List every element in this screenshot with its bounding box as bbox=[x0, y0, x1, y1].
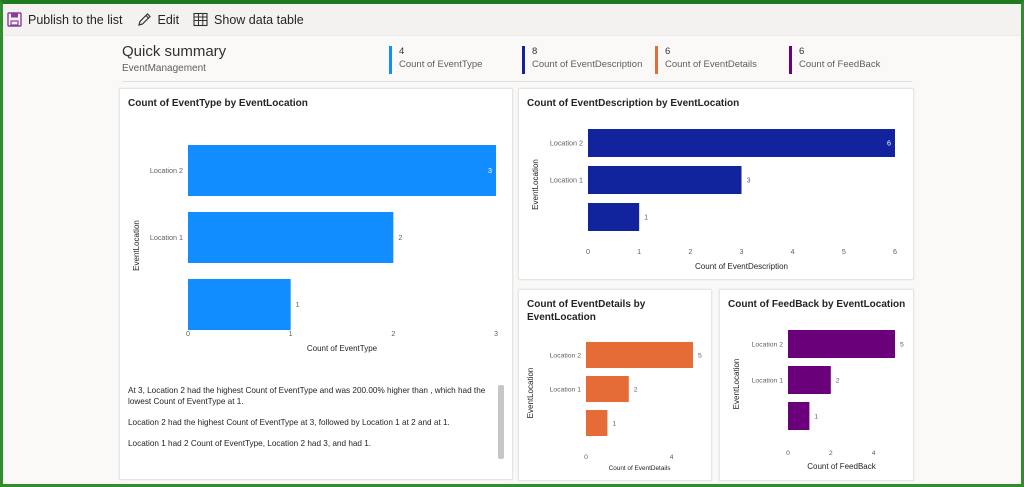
x-tick-label: 4 bbox=[872, 450, 876, 457]
chart-card-eventtype[interactable]: Count of EventType by EventLocation 0 1 2 3… bbox=[119, 88, 513, 480]
x-axis-title: Count of EventDescription bbox=[695, 262, 788, 271]
kpi-value: 4 bbox=[399, 46, 405, 57]
x-axis-title: Count of EventType bbox=[307, 344, 378, 353]
kpi-feedback: 6 Count of FeedBack bbox=[789, 46, 880, 74]
narrative-paragraph: Location 2 had the highest Count of Even… bbox=[128, 418, 450, 427]
toolbar: Publish to the list Edit Show data table bbox=[3, 4, 1021, 36]
y-axis-title: EventLocation bbox=[526, 368, 535, 419]
bar bbox=[788, 402, 810, 430]
data-label: 2 bbox=[398, 233, 402, 242]
chart-card-eventdetails[interactable]: Count of EventDetails by EventLocation 0… bbox=[518, 289, 712, 481]
x-tick-label: 0 bbox=[186, 329, 190, 338]
x-tick-label: 3 bbox=[740, 247, 744, 256]
x-tick-label: 1 bbox=[637, 247, 641, 256]
y-category-label: Location 1 bbox=[550, 387, 582, 394]
data-label: 1 bbox=[814, 414, 818, 421]
kpi-value: 6 bbox=[665, 46, 671, 57]
save-icon bbox=[7, 12, 22, 27]
narrative-scrollbar[interactable] bbox=[498, 385, 504, 459]
x-tick-label: 2 bbox=[688, 247, 692, 256]
data-label: 1 bbox=[296, 300, 300, 309]
chart-eventtype[interactable]: 0 1 2 3 Location 2 3 Location 1 2 1 Count of Even… bbox=[120, 89, 514, 379]
data-label: 1 bbox=[612, 421, 616, 428]
x-tick-label: 6 bbox=[893, 247, 897, 256]
y-axis-title: EventLocation bbox=[132, 220, 141, 271]
bar bbox=[588, 129, 895, 157]
x-tick-label: 4 bbox=[670, 454, 674, 461]
kpi-value: 8 bbox=[532, 46, 538, 57]
x-tick-label: 1 bbox=[289, 329, 293, 338]
report-canvas: Quick summary EventManagement 4 Count of… bbox=[3, 36, 1021, 484]
narrative-paragraph: At 3, Location 2 had the highest Count o… bbox=[128, 386, 486, 406]
show-data-table-label: Show data table bbox=[214, 12, 304, 27]
bar bbox=[588, 166, 742, 194]
x-tick-label: 2 bbox=[829, 450, 833, 457]
kpi-label: Count of EventDetails bbox=[665, 59, 757, 70]
summary-title: Quick summary bbox=[122, 43, 227, 60]
data-label: 5 bbox=[698, 353, 702, 360]
summary-divider bbox=[122, 81, 912, 82]
x-tick-label: 0 bbox=[586, 247, 590, 256]
y-category-label: Location 1 bbox=[752, 378, 784, 385]
x-tick-label: 0 bbox=[584, 454, 588, 461]
bar bbox=[188, 145, 496, 196]
kpi-value: 6 bbox=[799, 46, 805, 57]
bar bbox=[586, 410, 608, 436]
y-axis-title: EventLocation bbox=[732, 359, 741, 410]
y-axis-title: EventLocation bbox=[531, 159, 540, 210]
chart-card-eventdescription[interactable]: Count of EventDescription by EventLocati… bbox=[518, 88, 914, 280]
data-label: 1 bbox=[644, 213, 648, 222]
chart-eventdescription[interactable]: 0 1 2 3 4 5 6 Location 2 6 Location 1 3 1 Count of E… bbox=[519, 89, 915, 281]
data-label: 6 bbox=[887, 139, 891, 148]
bar bbox=[788, 330, 895, 358]
data-label: 3 bbox=[747, 176, 751, 185]
edit-label: Edit bbox=[157, 12, 180, 27]
chart-title: Count of EventType by EventLocation bbox=[128, 98, 308, 109]
bar bbox=[188, 279, 291, 330]
smart-narrative: At 3, Location 2 had the highest Count o… bbox=[128, 385, 490, 459]
y-category-label: Location 2 bbox=[752, 342, 784, 349]
publish-label: Publish to the list bbox=[28, 12, 123, 27]
show-data-table-button[interactable]: Show data table bbox=[193, 12, 304, 27]
edit-button[interactable]: Edit bbox=[137, 12, 180, 27]
y-category-label: Location 2 bbox=[550, 353, 582, 360]
summary-subtitle: EventManagement bbox=[122, 63, 206, 74]
data-label: 2 bbox=[836, 378, 840, 385]
x-tick-label: 2 bbox=[391, 329, 395, 338]
data-label: 2 bbox=[634, 387, 638, 394]
bar bbox=[586, 376, 629, 402]
kpi-eventdescription: 8 Count of EventDescription bbox=[522, 46, 642, 74]
x-tick-label: 3 bbox=[494, 329, 498, 338]
kpi-eventdetails: 6 Count of EventDetails bbox=[655, 46, 757, 74]
chart-card-feedback[interactable]: Count of FeedBack by EventLocation 0 2 4 Lo… bbox=[719, 289, 914, 481]
y-category-label: Location 2 bbox=[550, 139, 583, 148]
y-category-label: Location 1 bbox=[150, 233, 183, 242]
x-tick-label: 4 bbox=[791, 247, 795, 256]
y-category-label: Location 2 bbox=[150, 166, 183, 175]
bar bbox=[788, 366, 831, 394]
narrative-paragraph: Location 1 had 2 Count of EventType, Loc… bbox=[128, 439, 372, 448]
kpi-label: Count of FeedBack bbox=[799, 59, 881, 70]
x-tick-label: 5 bbox=[842, 247, 846, 256]
x-axis-title: Count of EventDetails bbox=[609, 465, 671, 472]
bar bbox=[586, 342, 693, 368]
x-axis-title: Count of FeedBack bbox=[807, 462, 876, 471]
kpi-eventtype: 4 Count of EventType bbox=[389, 46, 482, 74]
data-label: 5 bbox=[900, 342, 904, 349]
pencil-icon bbox=[137, 12, 152, 27]
chart-title: Count of EventDetails by EventLocation bbox=[527, 299, 646, 323]
x-tick-label: 0 bbox=[786, 450, 790, 457]
kpi-label: Count of EventType bbox=[399, 59, 483, 70]
chart-title: Count of FeedBack by EventLocation bbox=[728, 299, 906, 310]
chart-title: Count of EventDescription by EventLocati… bbox=[527, 98, 740, 109]
bar bbox=[588, 203, 640, 231]
chart-feedback[interactable]: 0 2 4 Location 2 5 Location 1 2 1 Count of FeedB… bbox=[720, 290, 915, 482]
y-category-label: Location 1 bbox=[550, 176, 583, 185]
kpi-label: Count of EventDescription bbox=[532, 59, 643, 70]
bar bbox=[188, 212, 394, 263]
table-icon bbox=[193, 12, 208, 27]
data-label: 3 bbox=[488, 166, 492, 175]
publish-button[interactable]: Publish to the list bbox=[7, 12, 123, 27]
